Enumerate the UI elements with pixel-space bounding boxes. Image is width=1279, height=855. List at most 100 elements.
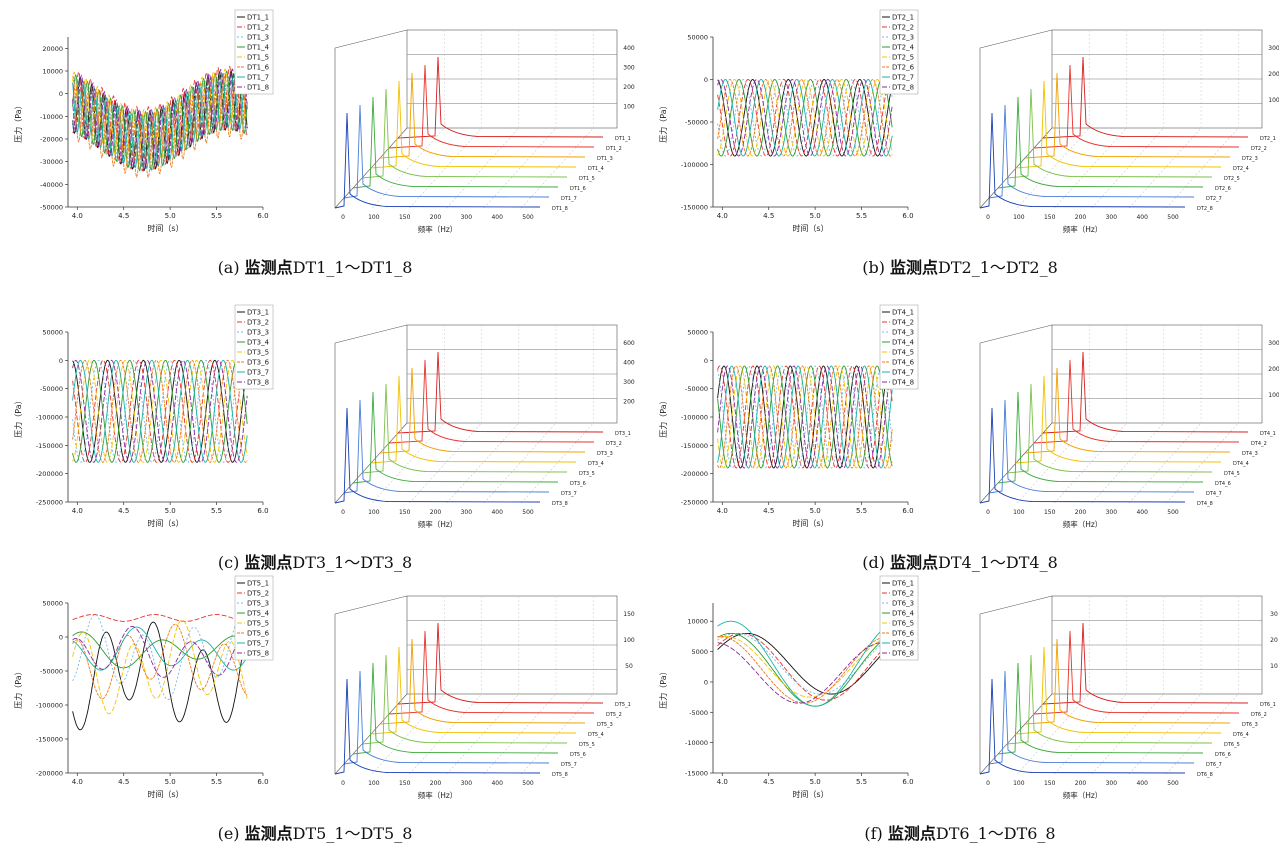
x-tick-label: 4.0 xyxy=(717,507,728,515)
y-tick-label: -100000 xyxy=(681,414,708,422)
spectrum-line xyxy=(1033,630,1240,715)
x-tick-label: 5.0 xyxy=(165,507,176,515)
x-tick-label: 6.0 xyxy=(257,212,268,220)
x-axis-label: 时间（s） xyxy=(792,789,828,799)
y-tick-label: 50000 xyxy=(687,329,708,337)
x-tick-label: 5.5 xyxy=(211,507,222,515)
x-tick-label: 150 xyxy=(399,214,411,221)
legend-label: DT5_7 xyxy=(247,640,269,648)
series-line-dt3-6 xyxy=(72,359,248,463)
series-label: DT6_1 xyxy=(1260,702,1276,708)
x-tick-label: 200 xyxy=(1075,509,1087,516)
z-tick-label: 200 xyxy=(623,84,635,91)
z-tick-label: 150 xyxy=(623,611,635,618)
spectrum-waterfall: 302010幅值DT6_1DT6_2DT6_3DT6_4DT6_5DT6_6DT… xyxy=(979,595,1278,800)
y-tick-label: -150000 xyxy=(681,442,708,450)
x-tick-label: 4.0 xyxy=(717,778,728,786)
series-line-dt1-3 xyxy=(72,75,248,172)
x-tick-label: 0 xyxy=(986,780,990,787)
legend-label: DT5_8 xyxy=(247,650,269,658)
y-tick-label: -100000 xyxy=(36,702,63,710)
z-tick-label: 200 xyxy=(1268,366,1279,373)
x-tick-label: 6.0 xyxy=(902,212,913,220)
y-tick-label: -40000 xyxy=(40,181,63,189)
series-line-dt1-2 xyxy=(72,65,248,172)
z-tick-label: 600 xyxy=(623,340,635,347)
spectrum-line xyxy=(379,638,586,725)
x-tick-label: 400 xyxy=(491,509,503,516)
series-line-dt2-4 xyxy=(717,79,893,157)
legend-label: DT6_6 xyxy=(892,630,915,638)
series-label: DT2_1 xyxy=(1260,136,1276,142)
legend-label: DT2_8 xyxy=(892,84,914,92)
series-line-dt5-8 xyxy=(72,625,248,678)
grid-line xyxy=(483,693,557,775)
series-label: DT5_8 xyxy=(552,772,568,778)
spectrum-waterfall: 600400300200幅值DT3_1DT3_2DT3_3DT3_4DT3_5D… xyxy=(334,324,635,529)
caption-bold: 监测点 xyxy=(244,258,293,277)
spectrum-line xyxy=(361,383,568,474)
legend-label: DT6_3 xyxy=(892,600,914,608)
caption-range: DT4_1～DT4_8 xyxy=(938,553,1058,572)
z-tick-label: 100 xyxy=(1268,392,1279,399)
spectrum-line xyxy=(979,407,1186,504)
series-label: DT2_4 xyxy=(1233,166,1249,172)
y-axis-label: 压力（Pa） xyxy=(658,396,668,437)
legend-label: DT5_1 xyxy=(247,580,269,588)
series-label: DT6_6 xyxy=(1215,752,1231,758)
x-tick-label: 100 xyxy=(1013,780,1025,787)
series-label: DT3_8 xyxy=(552,501,568,507)
figure-caption: (f) 监测点DT6_1～DT6_8 xyxy=(650,820,1270,844)
series-label: DT5_2 xyxy=(606,712,622,718)
series-line-dt4-4 xyxy=(717,365,893,469)
y-tick-label: -100000 xyxy=(681,161,708,169)
grid-line xyxy=(1091,422,1165,504)
x-tick-label: 5.5 xyxy=(211,212,222,220)
x-tick-label: 6.0 xyxy=(257,507,268,515)
caption-tag: (a) xyxy=(217,258,245,277)
series-line-dt5-5 xyxy=(72,619,248,715)
x-tick-label: 5.0 xyxy=(810,507,821,515)
series-label: DT1_7 xyxy=(561,196,577,202)
y-tick-label: 50000 xyxy=(42,329,63,337)
caption-bold: 监测点 xyxy=(244,553,293,572)
y-axis-label: 压力（Pa） xyxy=(13,396,23,437)
series-line-dt2-5 xyxy=(717,79,893,157)
y-tick-label: -20000 xyxy=(40,136,63,144)
x-tick-label: 5.5 xyxy=(211,778,222,786)
spectrum-line xyxy=(334,678,541,775)
series-line-dt2-7 xyxy=(717,79,893,157)
legend-label: DT2_6 xyxy=(892,64,915,72)
z-tick-label: 100 xyxy=(1268,97,1279,104)
series-line-dt2-1 xyxy=(717,79,893,157)
x-tick-label: 300 xyxy=(1106,214,1118,221)
x-tick-label: 150 xyxy=(399,780,411,787)
x-tick-label: 150 xyxy=(399,509,411,516)
top-edge xyxy=(979,29,1053,49)
spectrum-line xyxy=(1042,56,1249,139)
panel-c: 50000 0 -50000 -100000 -150000 -200000 -250000… xyxy=(5,297,635,582)
legend-label: DT4_6 xyxy=(892,359,915,367)
spectrum-line xyxy=(352,391,559,484)
x-tick-label: 500 xyxy=(1167,780,1179,787)
legend-label: DT5_3 xyxy=(247,600,269,608)
series-line-dt2-8 xyxy=(717,79,893,157)
spectrum-waterfall: 300200100幅值DT4_1DT4_2DT4_3DT4_4DT4_5DT4_… xyxy=(979,324,1279,529)
spectrum-line xyxy=(343,399,550,494)
legend-label: DT1_8 xyxy=(247,84,269,92)
legend: DT4_1 DT4_2 DT4_3 DT4_4 DT4_5 DT4_6 DT4_7 DT4_8 xyxy=(879,304,919,390)
series-label: DT6_3 xyxy=(1242,722,1258,728)
spectrum-line xyxy=(1006,383,1213,474)
x-axis-label: 时间（s） xyxy=(147,518,183,528)
legend-label: DT4_4 xyxy=(892,339,915,347)
caption-range: DT1_1～DT1_8 xyxy=(292,258,413,277)
legend: DT3_1 DT3_2 DT3_3 DT3_4 DT3_5 DT3_6 DT3_7 DT3_8 xyxy=(234,304,274,390)
series-line-dt6-7 xyxy=(717,620,893,707)
y-tick-label: 0 xyxy=(704,678,708,686)
series-label: DT4_5 xyxy=(1224,471,1240,477)
grid-line xyxy=(1054,693,1127,775)
x-tick-label: 300 xyxy=(461,780,473,787)
legend-label: DT2_2 xyxy=(892,24,914,32)
x-axis-label: 时间（s） xyxy=(147,789,183,799)
x-tick-label: 150 xyxy=(1044,780,1056,787)
